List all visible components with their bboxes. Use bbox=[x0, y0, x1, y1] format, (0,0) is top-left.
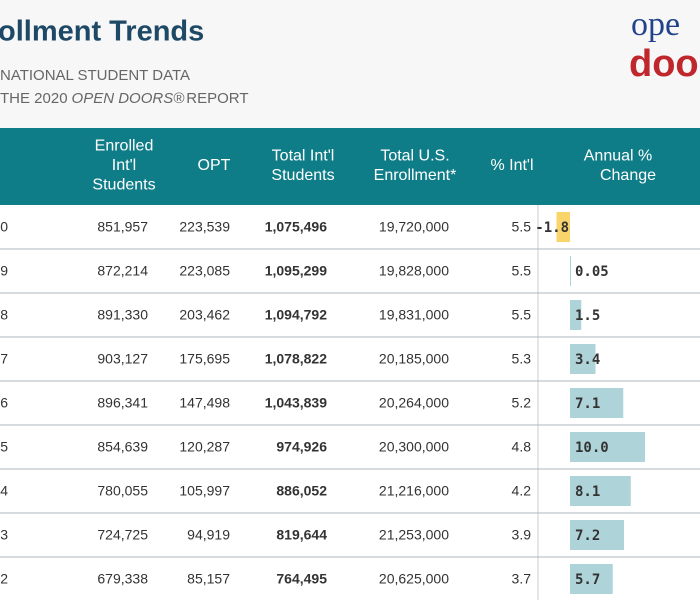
change-bar bbox=[556, 212, 570, 242]
cell: 5.5 bbox=[512, 307, 532, 323]
change-label: 5.7 bbox=[575, 572, 600, 588]
cell: 3.7 bbox=[512, 571, 532, 587]
column-header: Change bbox=[600, 167, 656, 184]
column-header: Enrollment* bbox=[374, 167, 457, 184]
cell: 1,078,822 bbox=[265, 351, 327, 367]
cell: 20,625,000 bbox=[379, 571, 449, 587]
cell: 8 bbox=[0, 307, 8, 323]
cell: 20,264,000 bbox=[379, 395, 449, 411]
cell: 679,338 bbox=[97, 571, 148, 587]
subtitle-part: THE 2020 bbox=[0, 90, 68, 107]
cell: 6 bbox=[0, 395, 8, 411]
subtitle: THE 2020 OPEN DOORS® REPORT bbox=[0, 90, 249, 107]
cell: 854,639 bbox=[97, 439, 148, 455]
cell: 19,720,000 bbox=[379, 219, 449, 235]
table-header-bg bbox=[0, 128, 700, 205]
cell: 974,926 bbox=[276, 439, 327, 455]
cell: 85,157 bbox=[187, 571, 230, 587]
change-bar bbox=[570, 432, 645, 462]
change-label: -1.8 bbox=[535, 220, 569, 236]
change-label: 0.05 bbox=[575, 264, 609, 280]
change-bar bbox=[570, 476, 631, 506]
cell: 724,725 bbox=[97, 527, 148, 543]
subtitle-part: OPEN DOORS® bbox=[72, 90, 186, 107]
change-label: 10.0 bbox=[575, 440, 609, 456]
change-label: 7.1 bbox=[575, 396, 600, 412]
cell: 20,185,000 bbox=[379, 351, 449, 367]
cell: 9 bbox=[0, 263, 8, 279]
column-header: Total Int'l bbox=[272, 147, 335, 164]
column-header: Annual % bbox=[584, 147, 653, 164]
header-bg bbox=[0, 0, 700, 128]
cell: 819,644 bbox=[276, 527, 327, 543]
change-label: 3.4 bbox=[575, 352, 600, 368]
cell: 5.3 bbox=[512, 351, 532, 367]
cell: 21,216,000 bbox=[379, 483, 449, 499]
cell: 872,214 bbox=[97, 263, 148, 279]
cell: 1,075,496 bbox=[265, 219, 327, 235]
change-bar bbox=[570, 256, 571, 286]
cell: 3 bbox=[0, 527, 8, 543]
change-bar bbox=[570, 300, 582, 330]
cell: 2 bbox=[0, 571, 8, 587]
change-label: 7.2 bbox=[575, 528, 600, 544]
cell: 851,957 bbox=[97, 219, 148, 235]
change-label: 8.1 bbox=[575, 484, 600, 500]
cell: 19,828,000 bbox=[379, 263, 449, 279]
column-header: OPT bbox=[198, 157, 231, 174]
cell: 223,539 bbox=[179, 219, 230, 235]
subtitle: NATIONAL STUDENT DATA bbox=[0, 67, 190, 84]
cell: 21,253,000 bbox=[379, 527, 449, 543]
logo-top: ope bbox=[631, 6, 680, 43]
change-label: 1.5 bbox=[575, 308, 600, 324]
column-header: % Int'l bbox=[490, 157, 533, 174]
cell: 20,300,000 bbox=[379, 439, 449, 455]
cell: 4 bbox=[0, 483, 8, 499]
cell: 0 bbox=[0, 219, 8, 235]
change-bar bbox=[570, 564, 613, 594]
cell: 1,043,839 bbox=[265, 395, 327, 411]
cell: 764,495 bbox=[276, 571, 327, 587]
cell: 105,997 bbox=[179, 483, 230, 499]
cell: 903,127 bbox=[97, 351, 148, 367]
cell: 5.5 bbox=[512, 219, 532, 235]
cell: 1,094,792 bbox=[265, 307, 327, 323]
cell: 4.8 bbox=[512, 439, 532, 455]
change-bar bbox=[570, 520, 624, 550]
column-header: Total U.S. bbox=[380, 147, 449, 164]
cell: 7 bbox=[0, 351, 8, 367]
cell: 175,695 bbox=[179, 351, 230, 367]
subtitle-part: REPORT bbox=[186, 90, 248, 107]
column-header: Enrolled bbox=[95, 138, 154, 155]
cell: 203,462 bbox=[179, 307, 230, 323]
cell: 5 bbox=[0, 439, 8, 455]
cell: 3.9 bbox=[512, 527, 532, 543]
cell: 891,330 bbox=[97, 307, 148, 323]
cell: 886,052 bbox=[276, 483, 327, 499]
cell: 94,919 bbox=[187, 527, 230, 543]
title: ollment Trends bbox=[0, 16, 204, 48]
column-header: Students bbox=[92, 177, 155, 194]
cell: 4.2 bbox=[512, 483, 532, 499]
cell: 5.5 bbox=[512, 263, 532, 279]
cell: 896,341 bbox=[97, 395, 148, 411]
change-bar bbox=[570, 388, 624, 418]
cell: 5.2 bbox=[512, 395, 532, 411]
cell: 19,831,000 bbox=[379, 307, 449, 323]
cell: 120,287 bbox=[179, 439, 230, 455]
cell: 780,055 bbox=[97, 483, 148, 499]
change-bar bbox=[570, 344, 596, 374]
cell: 223,085 bbox=[179, 263, 230, 279]
column-header: Students bbox=[271, 167, 334, 184]
logo-bottom: doo bbox=[629, 43, 699, 85]
cell: 147,498 bbox=[179, 395, 230, 411]
column-header: Int'l bbox=[112, 157, 136, 174]
cell: 1,095,299 bbox=[265, 263, 327, 279]
